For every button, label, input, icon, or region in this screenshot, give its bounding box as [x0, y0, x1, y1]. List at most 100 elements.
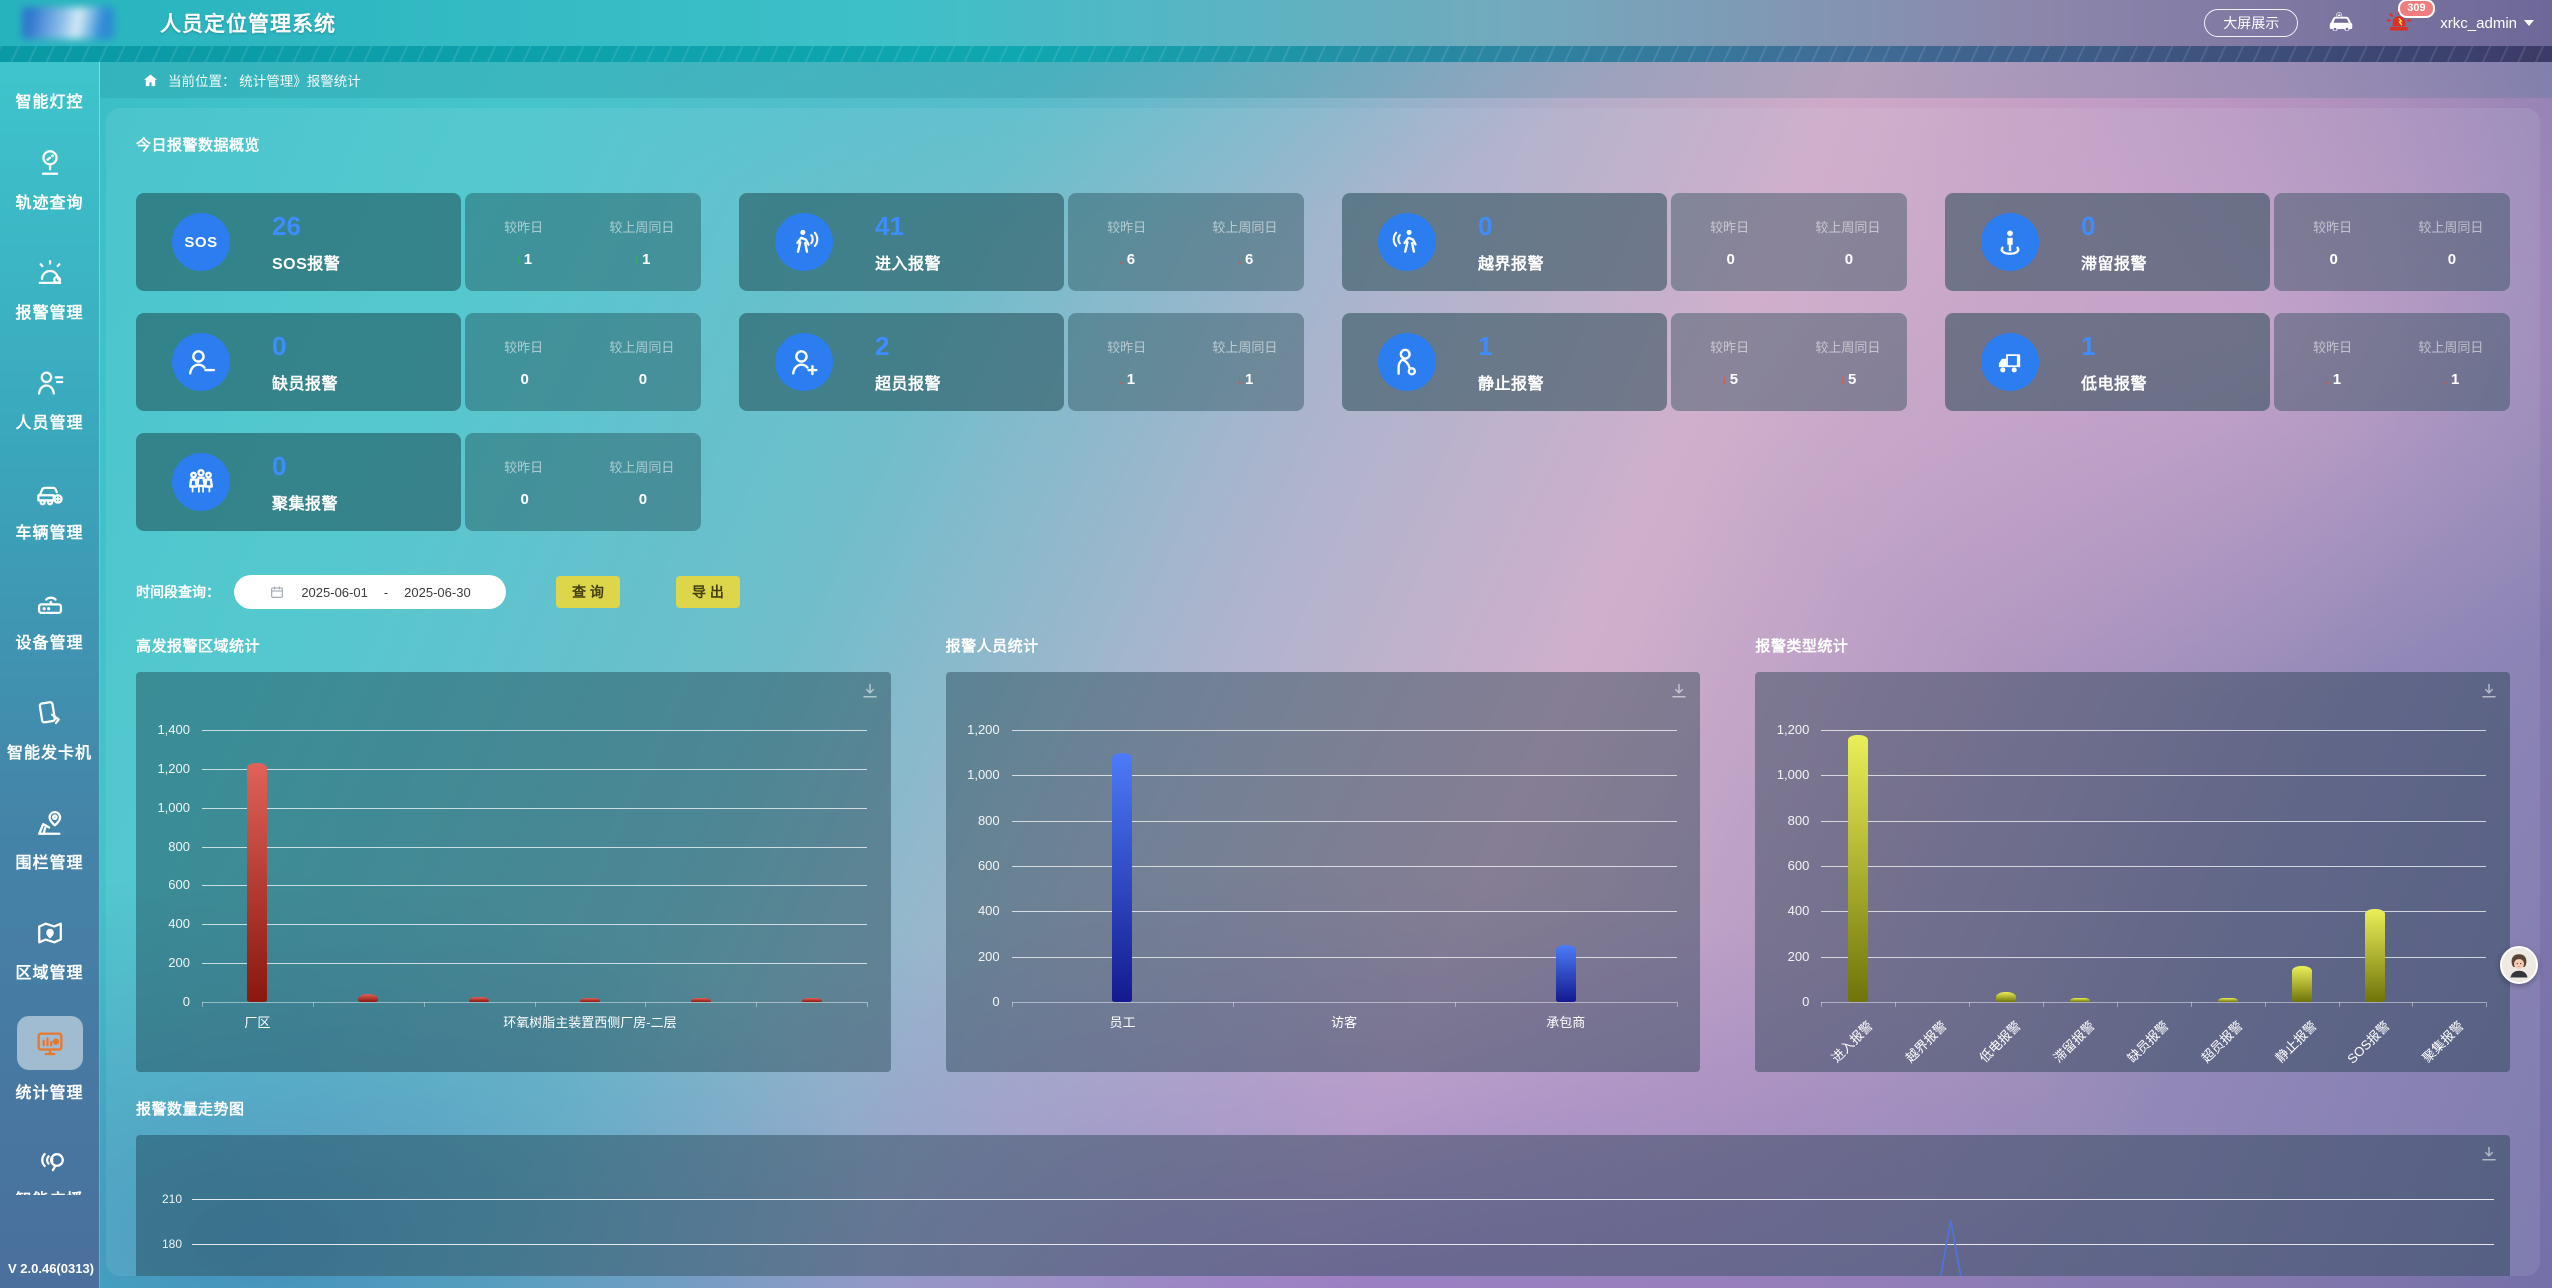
area-management-icon [33, 916, 67, 950]
x-axis-tickmark [2338, 1002, 2340, 1007]
x-axis-tickmark [756, 1002, 758, 1007]
stat-card-compare: 较昨日 ↓ 5 较上周同日 ↓ 5 [1670, 313, 1907, 411]
stat-label: 滞留报警 [2081, 255, 2148, 273]
compare-lastweek-header: 较上周同日 [609, 459, 675, 475]
stat-card-compare: 较昨日 ↓ 1 较上周同日 ↓ 1 [1067, 313, 1304, 411]
date-range-input[interactable]: 2025-06-01 - 2025-06-30 [234, 575, 506, 609]
user-menu[interactable]: xrkc_admin [2440, 15, 2534, 32]
x-axis-tickmark [534, 1002, 536, 1007]
stat-label: 越界报警 [1478, 255, 1545, 273]
bar [2217, 998, 2238, 1002]
chart-download-icon[interactable] [1670, 682, 1688, 700]
chart-download-icon[interactable] [2480, 682, 2498, 700]
y-axis-tick: 200 [977, 948, 1000, 964]
low-battery-alarm-icon [1981, 333, 2039, 391]
overview-title: 今日报警数据概览 [136, 137, 261, 154]
vehicle-monitor-icon[interactable] [2326, 8, 2356, 38]
bar [247, 763, 268, 1002]
big-screen-button[interactable]: 大屏展示 [2204, 9, 2299, 37]
sidebar-item-smart-broadcast[interactable]: 智能广播 [0, 1114, 99, 1224]
stat-card-sos: SOS 26 SOS报警 较昨日 ↑ 1 较上周同日 ↑ 1 [136, 193, 701, 291]
x-axis-tickmark [2264, 1002, 2266, 1007]
bar [1112, 752, 1133, 1002]
compare-lastweek-value: 0 [638, 490, 648, 508]
sidebar-item-personnel-management[interactable]: 人员管理 [0, 344, 99, 454]
compare-lastweek-header: 较上周同日 [609, 339, 675, 355]
search-button[interactable]: 查 询 [556, 576, 620, 608]
x-axis-label: 员工 [1109, 1015, 1136, 1030]
stat-card-cross-border: 0 越界报警 较昨日 0 较上周同日 0 [1342, 193, 1907, 291]
stat-label: 聚集报警 [272, 495, 339, 513]
compare-yesterday-value: ↓ 6 [1118, 250, 1136, 268]
sidebar-item-card-dispenser[interactable]: 智能发卡机 [0, 674, 99, 784]
alarm-notification-icon[interactable]: 309 [2384, 0, 2435, 38]
gridline [192, 1244, 2494, 1245]
card-dispenser-icon [33, 696, 67, 730]
stat-card-compare: 较昨日 0 较上周同日 0 [464, 433, 701, 531]
bar [358, 994, 379, 1002]
gridline [1011, 911, 1677, 913]
sidebar-item-label: 统计管理 [15, 1084, 84, 1102]
compare-yesterday-value: 0 [2329, 250, 2338, 268]
chart-download-icon[interactable] [861, 682, 879, 700]
sidebar-item-track-query[interactable]: 轨迹查询 [0, 124, 99, 234]
username: xrkc_admin [2440, 14, 2517, 32]
compare-yesterday-header: 较昨日 [1710, 219, 1750, 235]
compare-lastweek-value: 0 [2447, 250, 2457, 268]
x-axis-label: 环氧树脂主装置西侧厂房-二层 [503, 1015, 677, 1030]
x-axis-tickmark [645, 1002, 647, 1007]
calendar-icon [269, 584, 285, 600]
still-alarm-icon [1378, 333, 1436, 391]
y-axis-tick: 1,000 [1776, 767, 1810, 783]
sidebar: 智能灯控 轨迹查询 报警管理人员管理车辆管理 设备管理 智能发卡机 围栏管理 区域管理统计管… [0, 62, 100, 1288]
home-icon[interactable] [142, 72, 159, 88]
stat-card-main: 41 进入报警 [739, 193, 1064, 291]
y-axis-tick: 800 [1787, 812, 1810, 828]
sidebar-item-device-management[interactable]: 设备管理 [0, 564, 99, 674]
y-axis-tick: 180 [161, 1237, 182, 1251]
stat-value: 0 [272, 450, 287, 481]
x-axis-tickmark [2116, 1002, 2118, 1007]
query-bar: 时间段查询： 2025-06-01 - 2025-06-30 查 询 导 出 [136, 575, 2510, 609]
stat-card-main: 1 低电报警 [1945, 313, 2270, 411]
assistant-avatar[interactable] [2500, 946, 2538, 984]
stat-label: 缺员报警 [272, 375, 339, 393]
stat-card-compare: 较昨日 0 较上周同日 0 [2273, 193, 2510, 291]
gridline [1821, 820, 2487, 822]
gridline [202, 768, 867, 770]
sidebar-item-label: 人员管理 [15, 414, 84, 432]
sidebar-item-vehicle-management[interactable]: 车辆管理 [0, 454, 99, 564]
sidebar-item-statistics-management[interactable]: 统计管理 [0, 1004, 99, 1114]
stat-label: 低电报警 [2081, 375, 2148, 393]
x-axis-tickmark [423, 1002, 425, 1007]
stat-card-main: 0 缺员报警 [136, 313, 461, 411]
chart-download-icon[interactable] [2480, 1145, 2498, 1163]
export-button[interactable]: 导 出 [676, 576, 740, 608]
y-axis-tick: 400 [168, 916, 190, 932]
bar [579, 998, 600, 1002]
compare-yesterday-value: 0 [520, 490, 529, 508]
stat-value: 2 [875, 330, 890, 361]
gridline [1011, 775, 1677, 777]
end-date: 2025-06-30 [404, 584, 471, 600]
sidebar-item-area-management[interactable]: 区域管理 [0, 894, 99, 1004]
sidebar-item-alarm-management[interactable]: 报警管理 [0, 234, 99, 344]
sidebar-item-fence-management[interactable]: 围栏管理 [0, 784, 99, 894]
stat-card-main: 1 静止报警 [1342, 313, 1667, 411]
alarm-management-icon [33, 256, 67, 290]
compare-lastweek-value: ↓ 1 [2442, 370, 2460, 388]
overcrowd-alarm-icon [775, 333, 833, 391]
bar [2291, 966, 2312, 1002]
compare-lastweek-value: 0 [638, 370, 648, 388]
y-axis-tick: 1,200 [1776, 722, 1810, 737]
stat-card-compare: 较昨日 0 较上周同日 0 [464, 313, 701, 411]
bar [690, 998, 711, 1002]
bar [1555, 945, 1576, 1002]
stat-value: 0 [272, 330, 287, 361]
compare-yesterday-header: 较昨日 [2313, 219, 2353, 235]
sidebar-item-light-control[interactable]: 智能灯控 [0, 76, 99, 124]
gridline [1821, 775, 2487, 777]
chart-title-area: 高发报警区域统计 [136, 638, 261, 655]
compare-lastweek-header: 较上周同日 [1815, 219, 1881, 235]
compare-lastweek-header: 较上周同日 [1212, 339, 1278, 355]
